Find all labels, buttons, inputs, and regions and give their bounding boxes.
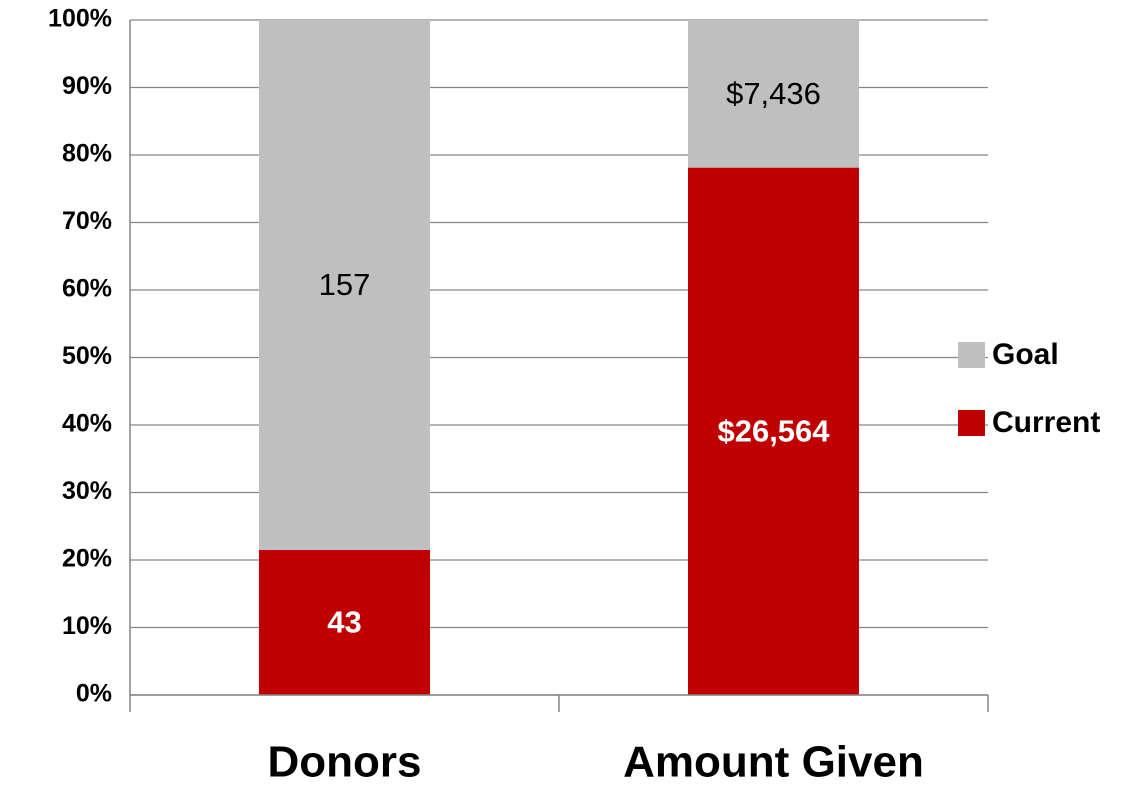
y-tick-label: 50% (62, 342, 112, 370)
y-tick-label: 90% (62, 72, 112, 100)
legend: Current Goal (958, 338, 1100, 439)
bars (259, 20, 859, 695)
data-label: 157 (319, 267, 371, 302)
y-tick-label: 30% (62, 477, 112, 505)
bar-segment (688, 167, 859, 695)
bar-segment (688, 20, 859, 168)
y-tick-label: 80% (62, 140, 112, 168)
labels: 0% 10% 20% 30% 40% 50% 60% 70% 80% 90% 100% Donors 4… (48, 5, 924, 785)
data-label: $7,436 (726, 76, 821, 111)
legend-label: Goal (992, 338, 1059, 371)
grid (130, 19, 988, 696)
y-tick-label: 10% (62, 612, 112, 640)
axes (129, 20, 989, 712)
y-tick-label: 70% (62, 207, 112, 235)
y-tick-label: 20% (62, 545, 112, 573)
legend-label: Current (992, 406, 1100, 439)
y-tick-label: 40% (62, 410, 112, 438)
data-label: $26,564 (717, 414, 830, 449)
bar-segment (259, 20, 430, 550)
y-tick-label: 60% (62, 275, 112, 303)
legend-swatch (958, 410, 985, 436)
x-category-label: Donors (268, 738, 422, 785)
data-label: 43 (327, 605, 361, 640)
y-tick-label: 0% (76, 680, 112, 708)
x-category-label: Amount Given (623, 738, 924, 785)
legend-swatch (958, 342, 985, 368)
bar-segment (259, 549, 430, 695)
y-tick-label: 100% (48, 5, 112, 33)
